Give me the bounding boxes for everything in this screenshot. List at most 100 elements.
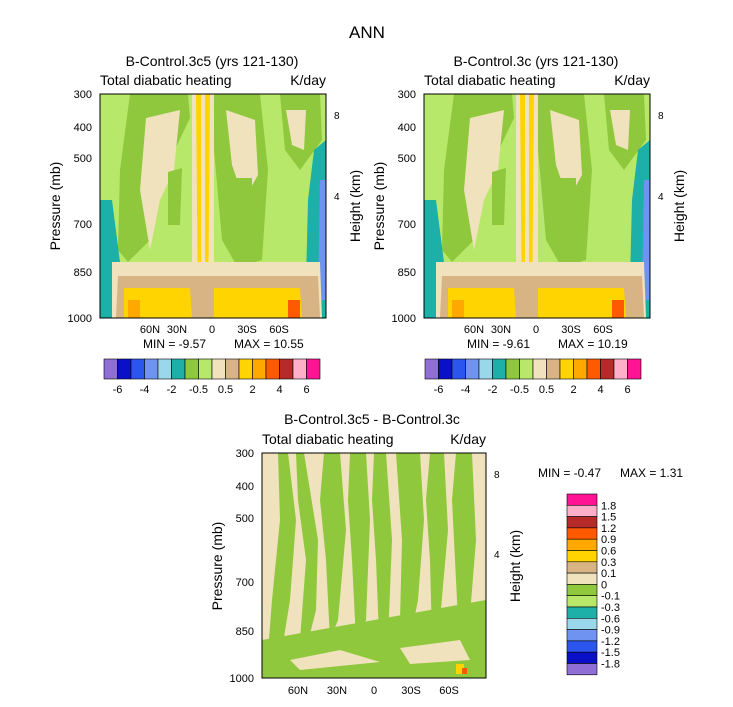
y-tick-label: 1000 — [230, 673, 254, 685]
panel-subtitle: Total diabatic heating — [100, 72, 232, 88]
x-tick-label: 60S — [593, 324, 613, 336]
colorbar: -6 -4 -2 -0.5 0.5 2 4 6 — [424, 358, 642, 396]
colorbar-label: 0.5 — [539, 384, 554, 396]
y-tick-label: 1000 — [392, 313, 416, 325]
colorbar-label: 4 — [276, 384, 282, 396]
colorbar-label: 2 — [570, 384, 576, 396]
y-tick-label: 850 — [236, 626, 254, 638]
x-axis: 60N 30N 0 30S 60S — [464, 324, 613, 336]
colorbar-swatch — [613, 358, 628, 380]
y-axis-left: 300 400 500 700 850 1000 Pressure (mb) — [209, 448, 254, 685]
colorbar-swatch — [566, 640, 598, 653]
x-tick-label: 60N — [140, 324, 160, 336]
y-axis-label: Pressure (mb) — [47, 162, 63, 251]
min-value: MIN = -9.57 — [143, 337, 206, 351]
colorbar-swatch — [451, 358, 466, 380]
y-tick-label: 300 — [74, 89, 92, 101]
colorbar-swatch — [184, 358, 199, 380]
max-value: MAX = 10.19 — [558, 337, 628, 351]
colorbar-vertical: 1.81.51.20.90.60.30.10-0.1-0.3-0.6-0.9-1… — [566, 493, 620, 676]
colorbar-label: -0.5 — [189, 384, 208, 396]
colorbar-swatch — [546, 358, 561, 380]
panel-control-3c: B-Control.3c (yrs 121-130) Total diabati… — [371, 53, 687, 396]
y-tick-label: 500 — [236, 513, 254, 525]
colorbar-label: 0 — [601, 579, 607, 591]
y-tick-label: 1000 — [68, 313, 92, 325]
figure-title: ANN — [349, 23, 385, 42]
colorbar-label: -6 — [434, 384, 444, 396]
colorbar-swatch — [211, 358, 226, 380]
x-tick-label: 60N — [288, 685, 308, 697]
y-axis-right-label: Height (km) — [347, 170, 363, 242]
colorbar-swatch — [103, 358, 118, 380]
colorbar-swatch — [566, 606, 598, 619]
colorbar-label: 1.5 — [601, 512, 616, 524]
colorbar-label: 2 — [249, 384, 255, 396]
colorbar-swatch — [566, 504, 598, 517]
x-tick-label: 30N — [327, 685, 347, 697]
y-tick-label: 400 — [236, 481, 254, 493]
colorbar-swatch — [627, 358, 642, 380]
y-tick-label: 700 — [236, 577, 254, 589]
colorbar-swatch — [566, 629, 598, 642]
colorbar-label: -4 — [140, 384, 150, 396]
colorbar-swatch — [438, 358, 453, 380]
y-axis-right: 8 4 Height (km) — [658, 111, 687, 242]
colorbar-swatch — [238, 358, 253, 380]
colorbar-swatch — [573, 358, 588, 380]
colorbar-swatch — [566, 572, 598, 585]
x-tick-label: 30N — [167, 324, 187, 336]
y-tick-label: 700 — [398, 219, 416, 231]
x-tick-label: 60N — [464, 324, 484, 336]
height-tick-label: 8 — [334, 111, 340, 122]
colorbar-label: 6 — [303, 384, 309, 396]
height-tick-label: 8 — [494, 470, 500, 481]
colorbar-swatch — [465, 358, 480, 380]
panel-units: K/day — [450, 431, 486, 447]
panel-control-3c5: B-Control.3c5 (yrs 121-130) Total diabat… — [47, 53, 363, 396]
colorbar-swatch — [566, 516, 598, 529]
colorbar-label: -0.9 — [601, 625, 620, 637]
colorbar-label: -1.5 — [601, 647, 620, 659]
x-tick-label: 0 — [533, 324, 539, 336]
max-value: MAX = 1.31 — [620, 466, 683, 480]
colorbar-swatch — [566, 527, 598, 540]
x-tick-label: 30N — [491, 324, 511, 336]
x-tick-label: 60S — [439, 685, 459, 697]
y-tick-label: 500 — [398, 153, 416, 165]
colorbar-swatch — [252, 358, 267, 380]
colorbar-label: -2 — [488, 384, 498, 396]
y-axis-left: 300 400 500 700 850 1000 Pressure (mb) — [47, 89, 92, 325]
y-tick-label: 300 — [398, 89, 416, 101]
colorbar-label: -6 — [113, 384, 123, 396]
x-tick-label: 60S — [269, 324, 289, 336]
y-axis-right: 8 4 Height (km) — [494, 470, 523, 602]
colorbar-swatch — [198, 358, 213, 380]
height-tick-label: 4 — [334, 192, 340, 203]
colorbar-swatch — [130, 358, 145, 380]
panel-units: K/day — [290, 72, 326, 88]
colorbar-swatch — [586, 358, 601, 380]
panel-difference: B-Control.3c5 - B-Control.3c Total diaba… — [209, 411, 683, 697]
height-tick-label: 4 — [494, 550, 500, 561]
colorbar-label: 0.6 — [601, 546, 616, 558]
colorbar-swatch — [478, 358, 493, 380]
y-axis-right-label: Height (km) — [507, 530, 523, 602]
colorbar-label: 1.2 — [601, 523, 616, 535]
x-axis: 60N 30N 0 30S 60S — [140, 324, 289, 336]
colorbar-label: 0.9 — [601, 534, 616, 546]
colorbar-swatch — [559, 358, 574, 380]
colorbar-swatch — [566, 550, 598, 563]
height-tick-label: 8 — [658, 111, 664, 122]
colorbar-swatch — [279, 358, 294, 380]
max-value: MAX = 10.55 — [234, 337, 304, 351]
colorbar-swatch — [566, 663, 598, 676]
y-tick-label: 500 — [74, 153, 92, 165]
colorbar-swatch — [566, 595, 598, 608]
y-axis-label: Pressure (mb) — [371, 162, 387, 251]
colorbar-swatch — [265, 358, 280, 380]
colorbar-swatch — [566, 561, 598, 574]
panel-units: K/day — [614, 72, 650, 88]
colorbar-swatch — [424, 358, 439, 380]
